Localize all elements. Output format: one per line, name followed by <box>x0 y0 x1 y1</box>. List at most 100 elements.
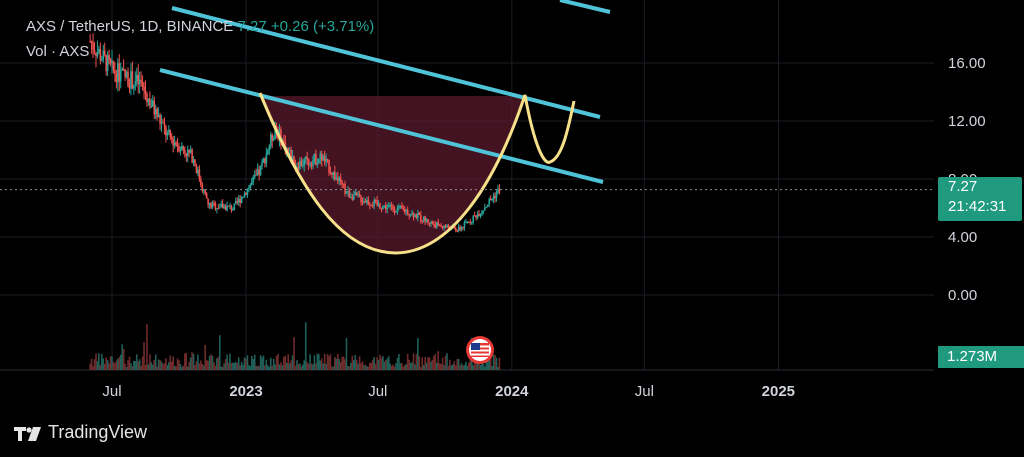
candle-body <box>396 207 399 212</box>
candle-body <box>93 49 96 53</box>
volume-bar <box>227 362 230 370</box>
candle-body <box>470 222 473 224</box>
candle-body <box>166 132 169 136</box>
volume-bar <box>366 366 368 370</box>
volume-bar <box>482 363 485 370</box>
x-tick-label: 2024 <box>495 383 529 400</box>
candle-body <box>417 212 419 218</box>
candle-body <box>402 208 405 210</box>
candle-body <box>293 156 295 166</box>
candle-body <box>411 212 413 215</box>
candle-body <box>95 52 97 57</box>
volume-bar <box>347 366 349 370</box>
candle-body <box>447 225 450 229</box>
channel-lower-line <box>159 68 604 184</box>
candle-body <box>406 210 409 214</box>
volume-bar <box>259 355 262 370</box>
volume-bar <box>153 359 156 370</box>
volume-bar <box>117 358 119 370</box>
volume-bar <box>95 353 97 370</box>
candle-body <box>248 187 250 189</box>
volume-bar <box>363 365 365 370</box>
candle-body <box>96 52 99 57</box>
candle-body <box>259 166 262 176</box>
volume-bar <box>214 365 217 370</box>
y-tick-label: 4.00 <box>948 229 977 246</box>
candle-body <box>131 71 134 89</box>
candle-body <box>207 198 209 205</box>
volume-bar <box>256 366 259 370</box>
volume-bar <box>284 355 287 370</box>
candle-body <box>89 41 91 43</box>
tradingview-logo[interactable]: TradingView <box>14 422 147 443</box>
candle-body <box>115 73 118 83</box>
volume-label: Vol · AXS <box>26 43 90 60</box>
volume-bar <box>249 366 252 370</box>
volume-bar <box>399 363 402 370</box>
volume-bar <box>315 363 317 370</box>
candle-body <box>227 205 230 207</box>
candle-body <box>92 43 94 50</box>
candle-body <box>348 190 351 198</box>
candle-body <box>185 152 188 156</box>
volume-bar <box>438 363 441 370</box>
candle-body <box>176 145 179 147</box>
candle-body <box>383 205 386 207</box>
y-tick-label: 12.00 <box>948 113 986 130</box>
volume-bar <box>150 362 153 370</box>
volume-bar <box>288 363 291 370</box>
volume-bar <box>105 357 107 370</box>
volume-bar <box>281 365 284 370</box>
volume-bar <box>128 356 131 370</box>
candle-body <box>401 205 403 209</box>
candle-body <box>246 188 249 195</box>
candle-body <box>98 49 100 53</box>
volume-bar <box>411 362 413 370</box>
volume-bar <box>344 359 346 370</box>
candle-body <box>462 227 464 229</box>
volume-bar <box>335 358 338 370</box>
volume-bar <box>290 360 292 370</box>
symbol-header[interactable]: AXS / TetherUS, 1D, BINANCE 7.27 +0.26 (… <box>26 18 374 35</box>
candle-body <box>125 71 128 78</box>
volume-bar <box>216 358 218 370</box>
volume-bar <box>390 365 393 370</box>
volume-bar <box>182 365 185 370</box>
volume-bar <box>121 344 123 370</box>
volume-bar <box>194 364 196 370</box>
candle-body <box>117 63 119 83</box>
volume-bar <box>433 355 435 370</box>
volume-bar <box>205 360 208 370</box>
volume-bar <box>166 365 169 370</box>
candle-body <box>157 114 160 118</box>
channel-upper-line <box>171 6 601 119</box>
volume-bar <box>114 363 116 370</box>
candle-body <box>111 60 113 64</box>
candle-body <box>114 69 116 74</box>
volume-bar <box>386 358 389 370</box>
channel-upper-line-2 <box>559 0 611 14</box>
volume-bar <box>248 364 250 370</box>
volume-bar <box>325 363 327 370</box>
candle-body <box>395 211 397 213</box>
volume-bar <box>229 353 231 370</box>
x-tick-label: Jul <box>635 383 654 400</box>
volume-bar <box>430 361 432 370</box>
volume-bar <box>144 364 147 370</box>
candle-body <box>233 203 236 210</box>
volume-tag: 1.273M <box>938 346 1024 368</box>
candle-body <box>376 200 378 206</box>
volume-bar <box>141 356 144 370</box>
candle-body <box>352 195 355 200</box>
volume-bar <box>111 356 113 370</box>
candle-body <box>469 222 472 224</box>
candle-body <box>481 211 483 215</box>
candle-body <box>182 145 185 150</box>
volume-bar <box>163 363 166 370</box>
volume-bar <box>188 361 190 370</box>
candle-body <box>140 80 142 83</box>
volume-bar <box>468 362 470 370</box>
volume-header[interactable]: Vol · AXS <box>26 43 89 60</box>
volume-bar <box>412 353 415 370</box>
